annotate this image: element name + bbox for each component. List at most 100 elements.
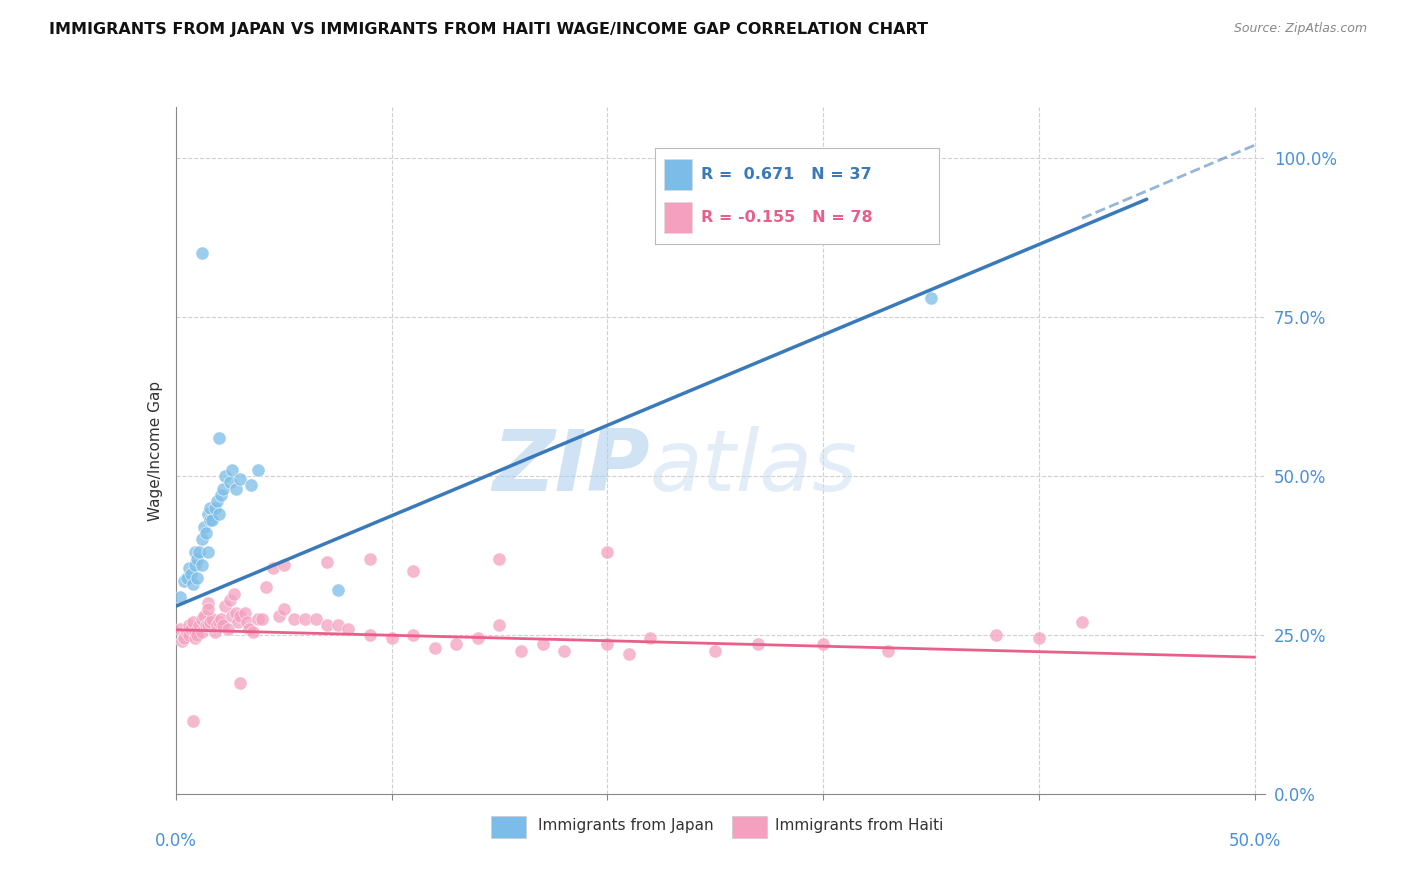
- Point: [197, 602, 219, 616]
- Point: [246, 462, 269, 476]
- Point: [326, 583, 349, 598]
- Point: [402, 564, 425, 578]
- Bar: [664, 159, 692, 190]
- Point: [177, 618, 200, 632]
- Text: ZIP: ZIP: [492, 426, 650, 509]
- Point: [262, 561, 284, 575]
- Point: [212, 482, 235, 496]
- Point: [1028, 631, 1050, 645]
- Point: [315, 555, 337, 569]
- Point: [190, 533, 212, 547]
- Point: [208, 507, 231, 521]
- Point: [181, 714, 204, 728]
- Point: [201, 612, 224, 626]
- Point: [200, 500, 222, 515]
- Point: [283, 612, 305, 626]
- Point: [193, 520, 215, 534]
- Point: [200, 615, 222, 630]
- Point: [181, 577, 204, 591]
- Point: [229, 675, 252, 690]
- Point: [423, 640, 446, 655]
- Point: [531, 637, 554, 651]
- Point: [488, 551, 510, 566]
- Point: [294, 612, 316, 626]
- Point: [236, 615, 259, 630]
- Point: [273, 558, 295, 572]
- Text: Source: ZipAtlas.com: Source: ZipAtlas.com: [1233, 22, 1367, 36]
- Bar: [664, 202, 692, 233]
- Point: [184, 558, 207, 572]
- Point: [326, 618, 349, 632]
- Point: [984, 628, 1007, 642]
- Point: [197, 596, 219, 610]
- Point: [1071, 615, 1094, 630]
- Point: [359, 628, 381, 642]
- Point: [214, 469, 236, 483]
- Point: [222, 586, 245, 600]
- Point: [212, 618, 235, 632]
- Point: [273, 602, 295, 616]
- Point: [176, 624, 198, 639]
- Text: 50.0%: 50.0%: [1229, 831, 1281, 850]
- Point: [180, 567, 202, 582]
- Y-axis label: Wage/Income Gap: Wage/Income Gap: [148, 380, 163, 521]
- Point: [209, 488, 232, 502]
- Point: [337, 622, 360, 636]
- Point: [596, 545, 619, 559]
- Point: [204, 624, 226, 639]
- Point: [221, 462, 243, 476]
- Point: [218, 593, 240, 607]
- Point: [221, 608, 243, 623]
- Point: [181, 615, 204, 630]
- Bar: [733, 816, 768, 838]
- Point: [205, 618, 228, 632]
- Point: [177, 561, 200, 575]
- Point: [229, 608, 252, 623]
- Point: [197, 545, 219, 559]
- Point: [553, 644, 575, 658]
- Point: [238, 622, 260, 636]
- Text: atlas: atlas: [650, 426, 858, 509]
- Point: [197, 618, 219, 632]
- Point: [197, 507, 219, 521]
- Point: [201, 513, 224, 527]
- Point: [186, 571, 208, 585]
- Point: [229, 472, 252, 486]
- Text: R = -0.155   N = 78: R = -0.155 N = 78: [700, 210, 872, 225]
- Text: R =  0.671   N = 37: R = 0.671 N = 37: [700, 167, 872, 182]
- Point: [704, 644, 727, 658]
- Point: [184, 545, 207, 559]
- Point: [876, 644, 898, 658]
- Text: Immigrants from Haiti: Immigrants from Haiti: [775, 819, 943, 833]
- Point: [208, 431, 231, 445]
- Point: [209, 612, 232, 626]
- Point: [920, 291, 942, 305]
- Point: [194, 618, 217, 632]
- Point: [186, 628, 208, 642]
- Point: [190, 558, 212, 572]
- Point: [188, 618, 211, 632]
- Point: [190, 246, 212, 260]
- Bar: [491, 816, 526, 838]
- Point: [510, 644, 533, 658]
- Point: [169, 590, 191, 604]
- Point: [640, 631, 662, 645]
- Point: [188, 545, 211, 559]
- Point: [169, 622, 191, 636]
- Point: [173, 574, 195, 588]
- Point: [617, 647, 640, 661]
- Point: [254, 580, 277, 594]
- Text: IMMIGRANTS FROM JAPAN VS IMMIGRANTS FROM HAITI WAGE/INCOME GAP CORRELATION CHART: IMMIGRANTS FROM JAPAN VS IMMIGRANTS FROM…: [49, 22, 928, 37]
- Point: [176, 571, 198, 585]
- Text: Immigrants from Japan: Immigrants from Japan: [538, 819, 714, 833]
- Point: [402, 628, 425, 642]
- Point: [225, 482, 247, 496]
- Point: [186, 551, 208, 566]
- Point: [205, 494, 228, 508]
- Point: [747, 637, 769, 651]
- Point: [242, 624, 264, 639]
- Point: [250, 612, 273, 626]
- Point: [380, 631, 402, 645]
- Point: [172, 634, 194, 648]
- Point: [208, 615, 231, 630]
